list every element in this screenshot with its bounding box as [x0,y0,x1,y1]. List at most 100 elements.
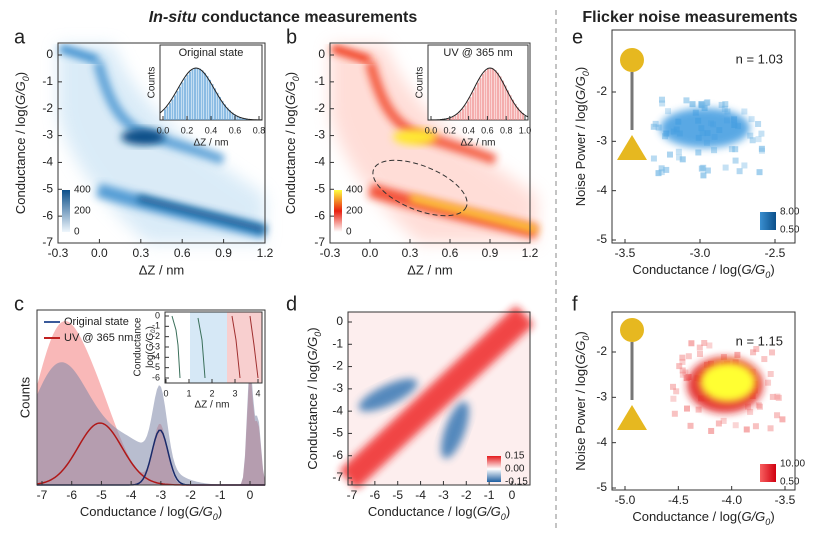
inset-bar [467,101,469,120]
density [617,135,647,160]
density [722,164,729,171]
density [695,406,702,413]
density [711,147,718,154]
label-part: G/G [283,81,298,105]
colorbar-label: -0.15 [505,477,528,488]
inset-bar [517,107,519,120]
plot-frame [347,311,531,486]
density [190,312,227,383]
density [698,165,705,172]
inset-bar [509,95,512,120]
y-tick-label: -4 [596,435,607,449]
colorbar-label: 0.15 [505,451,525,462]
density [659,100,666,107]
x-tick-label: -2 [461,488,472,502]
label-part: Conductance / log( [368,504,478,519]
density [358,378,418,412]
y-tick-label: -5 [596,232,607,246]
panel-label: f [572,293,578,315]
y-tick-label: -3 [596,134,607,148]
axis-label: Conductance / log(G/G0) [305,327,323,469]
x-tick-label: -3 [156,488,167,502]
label-part: G/G [573,341,588,365]
plot-frame [329,42,531,244]
label-part: Conductance / log( [283,104,298,214]
y-tick-label: -5 [314,181,325,195]
x-tick-label: 0.0 [157,125,170,135]
inset-fit [159,67,263,121]
axis-label: Conductance / log(G/G0) [13,72,31,214]
density [761,356,768,363]
inset-bar [464,105,467,120]
panel-label: d [286,293,297,315]
x-tick-label: -3.5 [615,246,636,260]
x-tick-label: -7 [347,488,358,502]
density [650,155,657,162]
label-part: G/G [741,509,765,524]
density [703,100,710,107]
density [676,363,683,370]
x-tick-label: 0.3 [402,246,419,260]
y-tick-label: -3 [332,381,343,395]
axis-label: log(G/G0) [145,326,157,368]
y-tick-label: -4 [314,155,325,169]
density [660,108,750,148]
label-part: 0 [765,517,770,527]
inset-bar [229,110,231,120]
y-tick-label: -1 [314,74,325,88]
axis-label: Conductance / log(G/G0) [368,504,510,522]
density [749,137,756,144]
axis-label: ΔZ / nm [139,262,185,277]
density [732,157,739,164]
label-part: 0 [213,512,218,522]
density [409,195,538,233]
inset-bar [479,78,482,120]
axis-label: Noise Power / log(G/G0) [573,331,591,470]
legend-label: Original state [64,316,129,328]
inset-bar [512,99,514,120]
y-tick-label: -3 [152,341,160,351]
y-tick-label: -7 [42,235,53,249]
axis-label: Conductance / log(G/G0) [632,262,774,280]
label-part: 0 [291,76,301,81]
y-tick-label: -6 [332,448,343,462]
density [670,395,677,402]
label-part: Conductance / log( [305,360,320,470]
density [330,43,372,65]
y-tick-label: -2 [596,344,607,358]
x-tick-label: 4 [255,388,260,398]
density [758,145,765,152]
plot-frame [611,29,796,244]
x-tick-label: -7 [37,488,48,502]
label-part: 0 [21,76,31,81]
x-tick-label: 1.2 [522,246,539,260]
density [704,167,711,174]
y-tick-label: -7 [332,470,343,484]
axis-label: ΔZ / nm [407,262,453,277]
axis-label: Counts [147,67,158,99]
axis-label: Conductance / log(G/G0) [283,72,301,214]
header-text: conductance measurements [201,9,417,26]
header-left: In-situ conductance measurements [149,9,418,26]
density [755,136,762,143]
x-tick-label: -5.0 [615,493,636,507]
colorbar-label: 10.00 [780,459,805,470]
inset-bar [181,82,184,120]
label-part: G/G [305,337,320,361]
label-part: 0 [581,336,591,341]
label-part: G/G [145,333,156,352]
x-tick-label: 0.2 [181,125,194,135]
density [620,318,644,342]
inset-bar [214,88,216,120]
density [682,369,689,376]
inset-bar [206,76,209,120]
colorbar-label: 400 [74,185,91,196]
x-tick-label: -1 [215,488,226,502]
label-part: Conductance / log( [632,262,742,277]
density [734,351,741,358]
y-tick-label: -1 [332,336,343,350]
density [779,416,786,423]
x-tick-label: 3 [232,388,237,398]
